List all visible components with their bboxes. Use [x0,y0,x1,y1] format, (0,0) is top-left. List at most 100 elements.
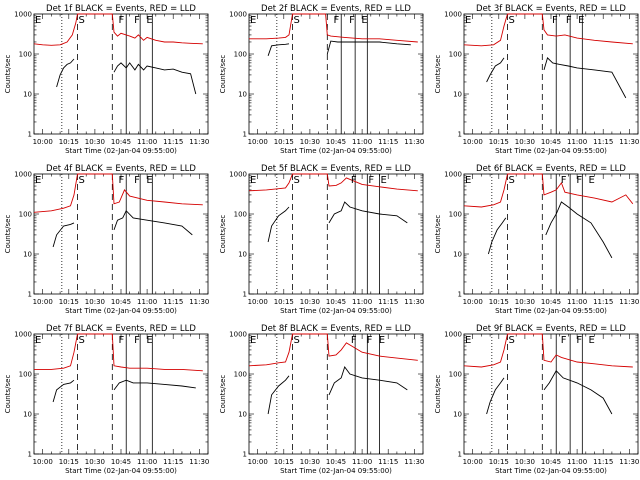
detector-panel-1: Det 1f BLACK = Events, RED = LLD 1 10 100 10… [4,4,209,155]
y-tick-label: 1000 [14,331,32,339]
panel-title: Det 1f BLACK = Events, RED = LLD [46,4,196,14]
y-axis: 1 10 100 1000 Counts/sec [219,331,423,459]
x-tick-label: 11:00 [567,138,587,146]
x-tick-label: 10:00 [248,458,268,466]
x-tick-label: 11:30 [619,298,639,306]
y-axis-label: Counts/sec [4,215,12,254]
y-tick-label: 1000 [229,331,247,339]
plot-frame [248,13,424,135]
x-tick-label: 11:15 [593,458,613,466]
marker-e: E [589,335,595,346]
x-tick-label: 11:15 [163,458,183,466]
y-tick-label: 1000 [14,11,32,19]
x-tick-label: 11:30 [189,138,209,146]
x-axis-label: Start Time (02-Jan-04 09:55:00) [280,147,392,155]
x-tick-label: 10:45 [541,138,561,146]
panel-title: Det 7f BLACK = Events, RED = LLD [46,324,196,334]
y-tick-label: 1 [243,291,247,299]
y-tick-label: 10 [23,411,32,419]
x-tick-label: 10:45 [111,138,131,146]
lld-series-line [463,173,634,208]
marker-f: F [349,15,355,26]
marker-e: E [35,335,41,346]
marker-e: E [381,175,387,186]
series-group [463,333,633,415]
y-axis-label: Counts/sec [434,55,442,94]
marker-s: S [294,335,300,346]
series-group [248,333,418,415]
plot-frame [248,173,424,295]
x-tick-label: 11:00 [567,458,587,466]
series-group [463,173,634,259]
marker-f: F [576,175,582,186]
y-axis: 1 10 100 1000 Counts/sec [4,11,208,139]
y-axis-label: Counts/sec [4,55,12,94]
y-tick-label: 100 [449,211,462,219]
y-tick-label: 10 [238,91,247,99]
marker-f: F [351,175,357,186]
x-axis-label: Start Time (02-Jan-04 09:55:00) [280,467,392,475]
y-tick-label: 1 [458,131,462,139]
marker-e: E [35,15,41,26]
x-axis-label: Start Time (02-Jan-04 09:55:00) [495,467,607,475]
y-axis: 1 10 100 1000 Counts/sec [219,171,423,299]
panel-title: Det 5f BLACK = Events, RED = LLD [261,164,411,174]
lld-series-line [249,13,418,43]
y-tick-label: 1000 [444,331,462,339]
x-tick-label: 10:45 [541,298,561,306]
marker-f: F [334,15,340,26]
x-axis: 10:00 10:15 10:30 10:45 11:00 11:15 11:30 Start… [33,174,209,315]
x-axis-label: Start Time (02-Jan-04 09:55:00) [65,147,177,155]
event-lines [61,14,153,134]
plot-frame [463,333,639,455]
x-tick-label: 11:15 [163,138,183,146]
marker-s: S [79,15,85,26]
x-axis-label: Start Time (02-Jan-04 09:55:00) [495,147,607,155]
x-tick-label: 11:15 [378,298,398,306]
x-tick-label: 10:15 [489,138,509,146]
marker-s: S [79,175,85,186]
panel-title: Det 3f BLACK = Events, RED = LLD [476,4,626,14]
x-tick-label: 10:30 [300,298,320,306]
x-tick-label: 10:00 [33,138,53,146]
x-tick-label: 10:00 [463,138,483,146]
detector-panel-6: Det 6f BLACK = Events, RED = LLD11010010… [434,164,639,315]
events-series-line [267,40,411,56]
lld-series-line [463,333,633,368]
x-tick-label: 11:00 [352,458,372,466]
marker-s: S [509,335,515,346]
detector-panel-4: Det 4f BLACK = Events, RED = LLD11010010… [4,164,209,315]
marker-e: E [250,175,256,186]
marker-f: F [134,335,140,346]
marker-e: E [578,15,584,26]
series-group [34,333,203,403]
y-tick-label: 10 [23,91,32,99]
marker-e: E [146,15,152,26]
marker-s: S [294,15,300,26]
x-tick-label: 11:00 [137,138,157,146]
panel-title: Det 8f BLACK = Events, RED = LLD [261,324,411,334]
detector-panel-3: Det 3f BLACK = Events, RED = LLD11010010… [434,4,639,155]
lld-series-line [34,333,203,372]
x-tick-label: 10:30 [515,458,535,466]
marker-f: F [367,335,373,346]
x-axis: 10:00 10:15 10:30 10:45 11:00 11:15 11:30 Start… [463,334,639,475]
marker-s: S [509,15,515,26]
x-tick-label: 10:30 [85,298,105,306]
x-tick-label: 10:00 [248,138,268,146]
lld-series-line [33,173,203,213]
y-axis: 1 10 100 1000 Counts/sec [4,171,208,299]
y-tick-label: 100 [449,371,462,379]
y-tick-label: 1000 [229,171,247,179]
panel-title: Det 2f BLACK = Events, RED = LLD [261,4,411,14]
x-tick-label: 10:30 [300,458,320,466]
lld-series-line [33,13,203,46]
x-axis: 10:00 10:15 10:30 10:45 11:00 11:15 11:30 Start… [33,334,209,475]
